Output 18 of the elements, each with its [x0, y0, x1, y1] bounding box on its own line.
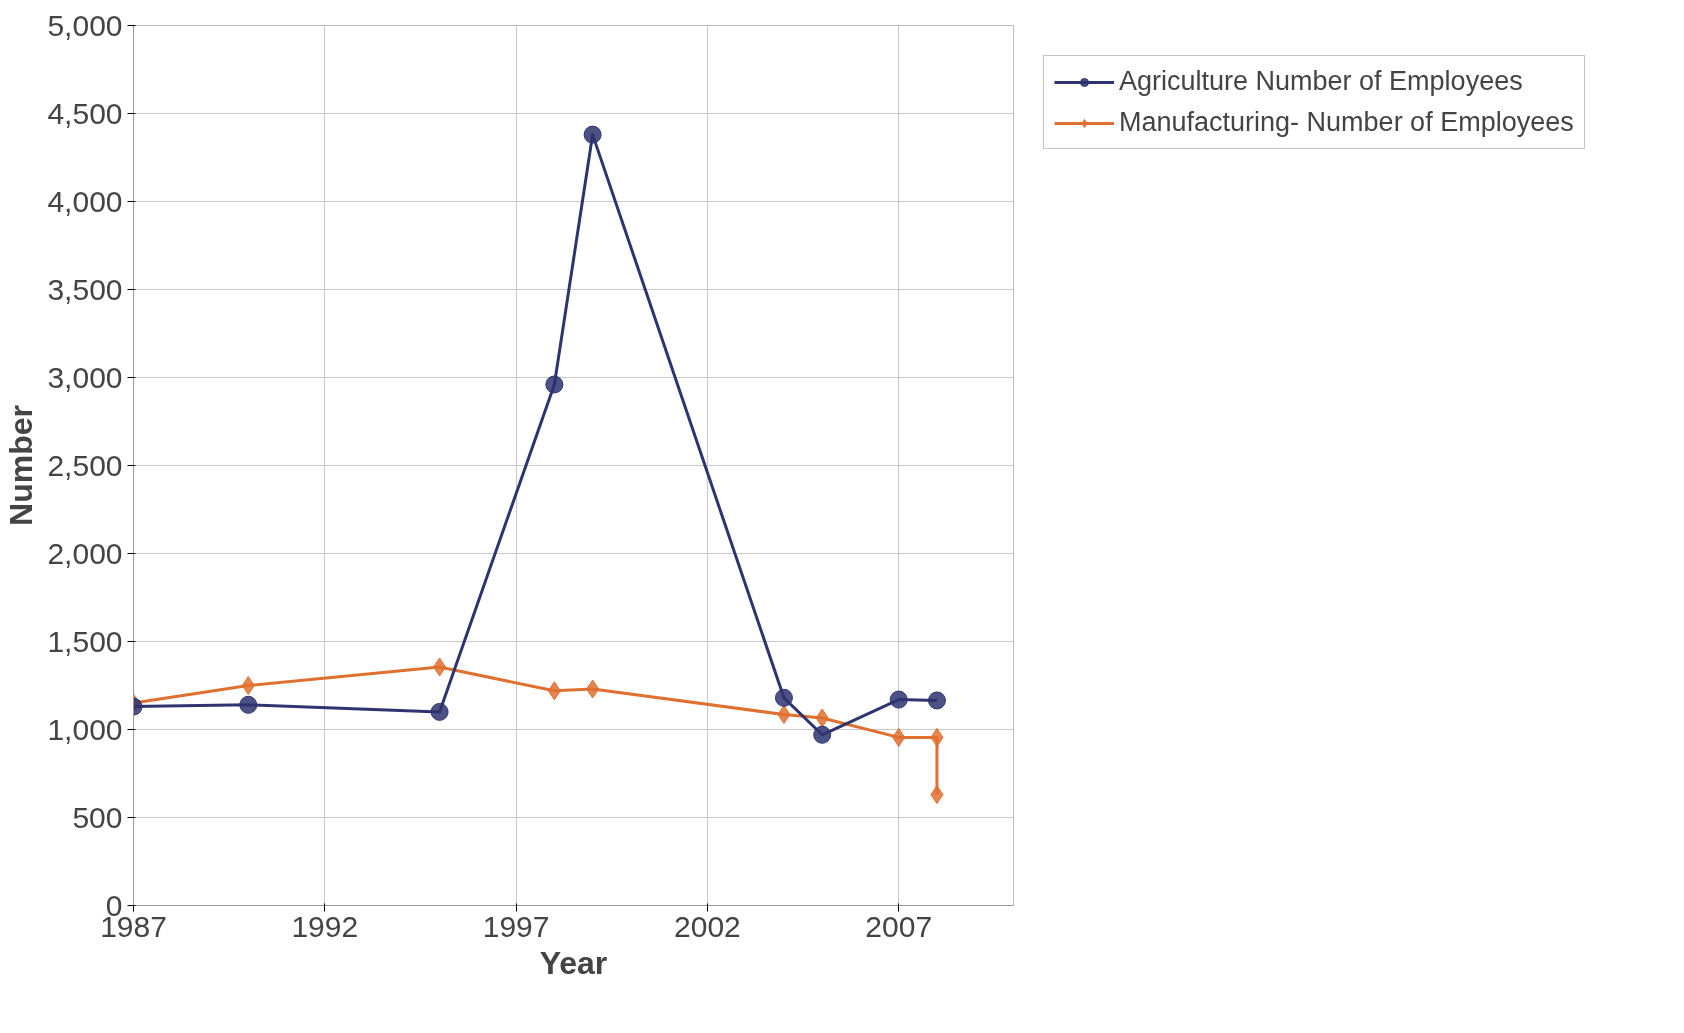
x-tick-label: 2007	[865, 909, 933, 943]
y-tick-label: 2,500	[47, 448, 123, 482]
legend-label: Agriculture Number of Employees	[1119, 66, 1523, 97]
y-tick-label: 1,000	[47, 712, 123, 746]
x-tick-label: 2002	[674, 909, 741, 943]
y-tick-label: 5,000	[47, 8, 123, 42]
y-tick-label: 4,000	[47, 184, 123, 218]
y-tick-label: 3,000	[47, 360, 123, 394]
x-axis-title: Year	[539, 944, 608, 981]
y-tick-label: 500	[72, 800, 123, 834]
legend-label: Manufacturing- Number of Employees	[1119, 107, 1574, 138]
y-tick-label: 3,500	[47, 272, 123, 306]
x-tick-label: 1997	[482, 909, 550, 943]
x-tick-label: 1992	[291, 909, 359, 943]
y-tick-label: 4,500	[47, 96, 123, 130]
y-tick-label: 2,000	[47, 536, 123, 570]
y-axis-title: Number	[3, 405, 40, 526]
y-tick-label: 1,500	[47, 624, 123, 658]
